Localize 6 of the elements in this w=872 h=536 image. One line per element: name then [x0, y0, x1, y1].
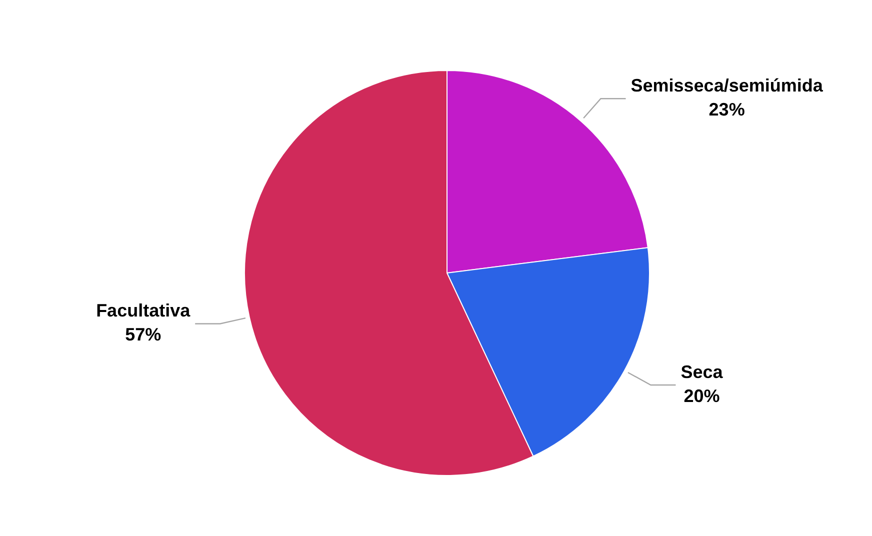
slice-label: Seca: [680, 362, 724, 382]
data-label: 23%: [708, 100, 745, 120]
data-label: 57%: [125, 324, 162, 345]
slice-label: Facultativa: [96, 300, 192, 321]
slice-label: Semisseca/semiúmida: [630, 76, 824, 96]
data-label: 20%: [684, 386, 720, 406]
